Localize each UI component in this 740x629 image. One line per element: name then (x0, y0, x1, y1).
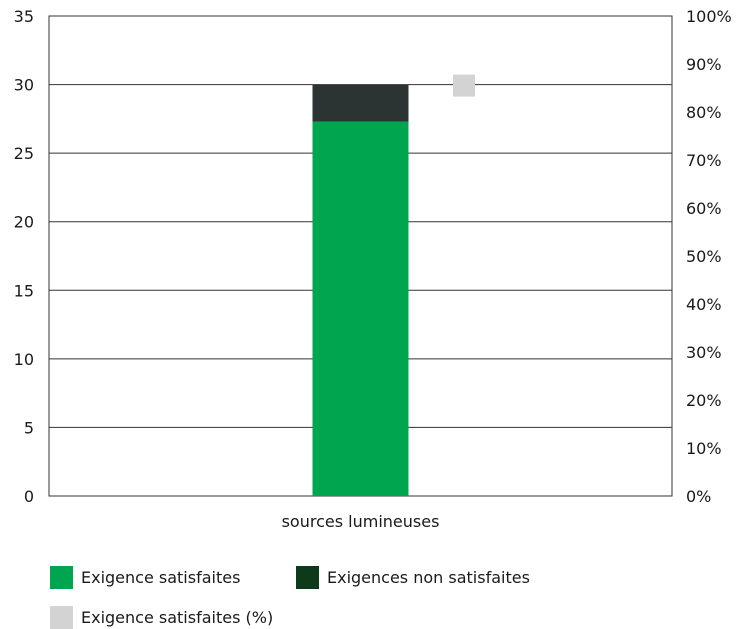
legend-item-satisfied: Exigence satisfaites (50, 566, 240, 589)
percent-marker (453, 74, 475, 97)
legend-label-not-satisfied: Exigences non satisfaites (327, 568, 530, 587)
legend-label-satisfied: Exigence satisfaites (81, 568, 241, 587)
left-tick-label: 25 (14, 144, 34, 163)
percent-markers (453, 74, 475, 97)
bar-segment-1 (312, 84, 409, 122)
legend-swatch-satisfied-percent (50, 606, 73, 629)
right-tick-label: 0% (686, 487, 711, 506)
right-tick-label: 10% (686, 439, 722, 458)
chart: 0 5 10 15 20 25 30 35 0% 10% 20% 30% 40% 50% 60% 70% 80… (14, 7, 732, 531)
right-tick-label: 20% (686, 391, 722, 410)
left-tick-label: 15 (14, 281, 34, 300)
x-axis: sources lumineuses (282, 512, 440, 531)
right-tick-label: 80% (686, 103, 722, 122)
right-tick-label: 90% (686, 55, 722, 74)
left-tick-label: 20 (14, 213, 34, 232)
bars (312, 84, 409, 496)
legend-label-satisfied-percent: Exigence satisfaites (%) (81, 608, 274, 627)
right-tick-label: 30% (686, 343, 722, 362)
right-tick-label: 70% (686, 151, 722, 170)
legend-swatch-satisfied (50, 566, 73, 589)
right-axis: 0% 10% 20% 30% 40% 50% 60% 70% 80% 90% 100% (686, 7, 732, 506)
right-tick-label: 60% (686, 199, 722, 218)
left-tick-label: 10 (14, 350, 34, 369)
left-tick-label: 0 (24, 487, 34, 506)
left-tick-label: 35 (14, 7, 34, 26)
right-tick-label: 100% (686, 7, 732, 26)
left-tick-label: 30 (14, 76, 34, 95)
right-tick-label: 40% (686, 295, 722, 314)
right-tick-label: 50% (686, 247, 722, 266)
legend-item-not-satisfied: Exigences non satisfaites (296, 566, 530, 589)
left-tick-label: 5 (24, 418, 34, 437)
legend-swatch-not-satisfied (296, 566, 319, 589)
left-axis: 0 5 10 15 20 25 30 35 (14, 7, 34, 506)
bar-segment-0 (312, 121, 409, 496)
x-tick-label: sources lumineuses (282, 512, 440, 531)
legend-item-satisfied-percent: Exigence satisfaites (%) (50, 606, 273, 629)
